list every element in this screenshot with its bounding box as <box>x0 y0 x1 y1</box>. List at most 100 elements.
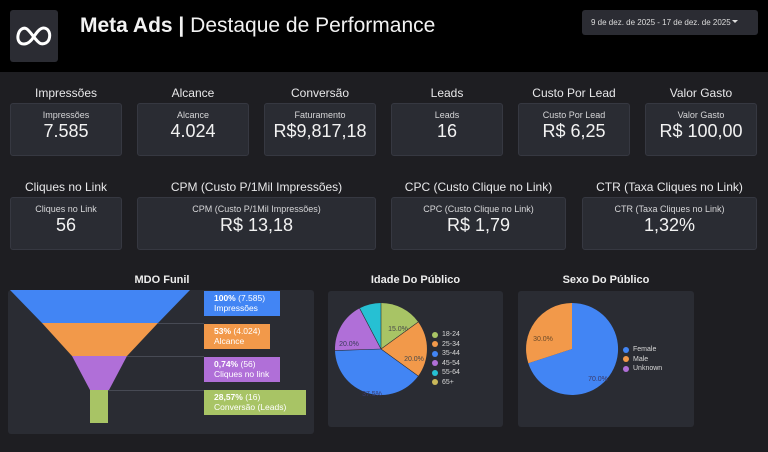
kpi-value: R$ 1,79 <box>446 215 511 235</box>
legend-dot-icon <box>432 379 438 386</box>
legend-item[interactable]: Male <box>623 355 662 365</box>
date-range-picker[interactable]: 9 de dez. de 2025 - 17 de dez. de 2025 <box>582 10 758 35</box>
legend-dot-icon <box>623 346 629 353</box>
legend-dot-icon <box>432 360 438 367</box>
funnel-label-impressoes: 100% (7.585) Impressões <box>204 291 280 316</box>
kpi-label: Impressões <box>42 110 90 120</box>
title-subtitle: Destaque de Performance <box>190 14 436 37</box>
gender-legend: Female Male Unknown <box>623 345 662 374</box>
age-chart-title: Idade Do Público <box>370 274 461 286</box>
age-slice-label: 20.0% <box>339 341 359 348</box>
kpi-value: 4.024 <box>170 121 216 141</box>
kpi-value: R$ 13,18 <box>219 215 294 235</box>
legend-item[interactable]: Unknown <box>623 364 662 374</box>
kpi-label: Faturamento <box>294 110 346 120</box>
gender-chart-panel: 70.0% 30.0% Female Male Unknown <box>518 291 694 427</box>
legend-dot-icon <box>623 365 629 372</box>
kpi-label: Leads <box>434 110 460 120</box>
kpi-title-conversao: Conversão <box>290 86 350 100</box>
kpi-card-impressoes: Impressões 7.585 <box>10 103 122 156</box>
gender-slice-label: 30.0% <box>533 336 553 343</box>
age-slice-label: 15.0% <box>388 326 408 333</box>
age-slice-18-24 <box>381 303 419 349</box>
kpi-label: Valor Gasto <box>677 110 725 120</box>
kpi-title-ctr: CTR (Taxa Cliques no Link) <box>596 180 743 194</box>
kpi-card-valor-gasto: Valor Gasto R$ 100,00 <box>645 103 757 156</box>
header-bar: Meta Ads | Destaque de Performance 9 de … <box>0 0 768 72</box>
legend-dot-icon <box>623 356 629 363</box>
kpi-value: 1,32% <box>643 215 696 235</box>
title-separator: | <box>178 14 185 37</box>
gender-pie-chart: 70.0% 30.0% <box>526 302 619 395</box>
funnel-connector <box>158 323 204 324</box>
kpi-value: R$9,817,18 <box>273 121 367 141</box>
funnel-chart-title: MDO Funil <box>134 274 190 286</box>
funnel-label-cliques: 0,74% (56) Cliques no link <box>204 357 280 382</box>
legend-item[interactable]: 25-34 <box>432 340 460 350</box>
kpi-title-cpm: CPM (Custo P/1Mil Impressões) <box>170 180 343 194</box>
legend-dot-icon <box>432 331 438 338</box>
gender-chart-title: Sexo Do Público <box>562 274 650 286</box>
gender-slice-female <box>528 302 619 395</box>
age-chart-panel: 15.0% 20.0% 37.5% 20.0% 18-24 25-34 35-4… <box>328 291 503 427</box>
age-slice-label: 20.0% <box>404 356 424 363</box>
legend-item[interactable]: 35-44 <box>432 349 460 359</box>
kpi-label: Cliques no Link <box>35 204 97 214</box>
age-slice-55-64 <box>359 303 381 349</box>
kpi-card-custo-por-lead: Custo Por Lead R$ 6,25 <box>518 103 630 156</box>
funnel-label-conversao: 28,57% (16) Conversão (Leads) <box>204 390 306 415</box>
funnel-label-alcance: 53% (4.024) Alcance <box>204 324 270 349</box>
age-slice-label: 37.5% <box>362 391 382 398</box>
legend-dot-icon <box>432 350 438 357</box>
legend-dot-icon <box>432 369 438 376</box>
kpi-label: Custo Por Lead <box>542 110 606 120</box>
legend-item[interactable]: 55-64 <box>432 368 460 378</box>
kpi-title-custo-por-lead: Custo Por Lead <box>532 86 616 100</box>
kpi-card-leads: Leads 16 <box>391 103 503 156</box>
funnel-stage-impressoes <box>10 290 190 323</box>
kpi-label: Alcance <box>176 110 210 120</box>
age-legend: 18-24 25-34 35-44 45-54 55-64 65+ <box>432 330 460 387</box>
funnel-chart <box>10 290 190 423</box>
age-slice-35-44 <box>335 349 419 395</box>
kpi-value: 16 <box>436 121 458 141</box>
kpi-title-alcance: Alcance <box>171 86 215 100</box>
funnel-connector <box>127 356 204 357</box>
kpi-label: CTR (Taxa Cliques no Link) <box>614 204 725 214</box>
meta-infinity-icon <box>16 26 52 46</box>
kpi-card-cliques: Cliques no Link 56 <box>10 197 122 250</box>
kpi-title-leads: Leads <box>430 86 464 100</box>
gender-slice-label: 70.0% <box>588 376 608 383</box>
kpi-label: CPC (Custo Clique no Link) <box>423 204 534 214</box>
kpi-value: 7.585 <box>43 121 89 141</box>
age-slice-25-34 <box>381 322 427 376</box>
kpi-title-cliques: Cliques no Link <box>24 180 108 194</box>
kpi-card-ctr: CTR (Taxa Cliques no Link) 1,32% <box>582 197 757 250</box>
kpi-title-impressoes: Impressões <box>34 86 98 100</box>
date-range-text: 9 de dez. de 2025 - 17 de dez. de 2025 <box>591 18 731 27</box>
page-title: Meta Ads | Destaque de Performance <box>80 14 435 38</box>
funnel-stage-conversao <box>90 390 108 423</box>
legend-item[interactable]: Female <box>623 345 662 355</box>
kpi-title-valor-gasto: Valor Gasto <box>669 86 733 100</box>
kpi-label: CPM (Custo P/1Mil Impressões) <box>192 204 321 214</box>
legend-item[interactable]: 45-54 <box>432 359 460 369</box>
legend-dot-icon <box>432 341 438 348</box>
kpi-value: R$ 100,00 <box>659 121 743 141</box>
meta-logo <box>10 10 58 62</box>
funnel-stage-alcance <box>42 323 158 356</box>
funnel-connector <box>108 390 204 391</box>
age-pie-chart: 15.0% 20.0% 37.5% 20.0% <box>334 303 427 398</box>
legend-item[interactable]: 65+ <box>432 378 460 388</box>
legend-item[interactable]: 18-24 <box>432 330 460 340</box>
funnel-stage-cliques <box>72 356 127 390</box>
caret-down-icon <box>732 20 738 23</box>
kpi-card-alcance: Alcance 4.024 <box>137 103 249 156</box>
kpi-title-cpc: CPC (Custo Clique no Link) <box>404 180 553 194</box>
kpi-value: R$ 6,25 <box>542 121 606 141</box>
brand-name: Meta Ads <box>80 14 173 37</box>
kpi-card-faturamento: Faturamento R$9,817,18 <box>264 103 376 156</box>
gender-slice-male <box>526 303 572 364</box>
kpi-value: 56 <box>55 215 77 235</box>
kpi-card-cpm: CPM (Custo P/1Mil Impressões) R$ 13,18 <box>137 197 376 250</box>
